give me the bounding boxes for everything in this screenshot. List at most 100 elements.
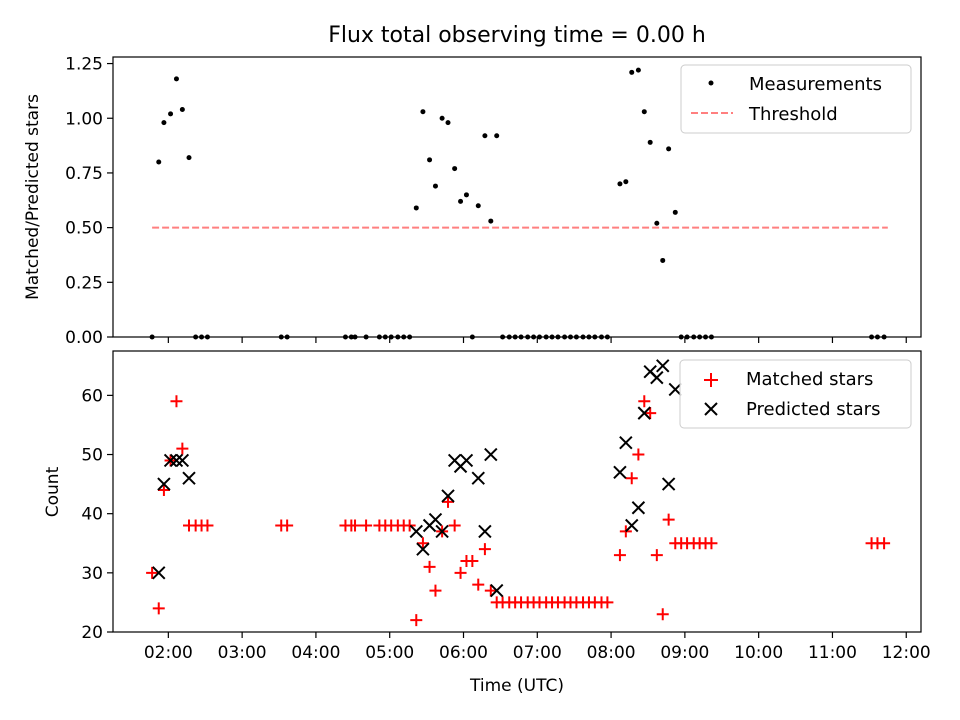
measurement-point bbox=[458, 198, 464, 204]
measurement-point bbox=[168, 111, 174, 117]
matched-star-point bbox=[152, 602, 165, 615]
measurement-point bbox=[482, 133, 488, 139]
measurement-point bbox=[629, 69, 635, 75]
measurement-point bbox=[463, 192, 469, 198]
measurement-point bbox=[635, 67, 641, 73]
measurement-point bbox=[179, 107, 185, 112]
y-tick-label: 1.25 bbox=[65, 55, 103, 75]
y-tick-label: 20 bbox=[81, 623, 103, 643]
predicted-star-point bbox=[471, 471, 485, 485]
matched-star-point bbox=[442, 495, 455, 508]
y-tick-label: 40 bbox=[81, 505, 103, 525]
matched-star-point bbox=[878, 537, 891, 550]
measurement-point bbox=[647, 139, 653, 145]
legend-plus-marker bbox=[704, 373, 718, 387]
legend-label-matched-stars: Matched stars bbox=[746, 369, 873, 390]
matched-star-point bbox=[448, 519, 461, 532]
x-tick-label: 12:00 bbox=[882, 643, 931, 663]
x-tick-label: 07:00 bbox=[513, 643, 562, 663]
matched-star-point bbox=[416, 537, 429, 550]
measurement-point bbox=[623, 179, 629, 185]
y-tick-label: 0.25 bbox=[65, 273, 103, 293]
y-axis-label: Matched/Predicted stars bbox=[23, 94, 43, 300]
legend-dot-marker bbox=[708, 80, 714, 86]
y-tick-label: 0.50 bbox=[65, 219, 103, 239]
legend-x-marker bbox=[704, 402, 718, 416]
matched-star-point bbox=[656, 608, 669, 621]
matched-star-point bbox=[170, 395, 183, 408]
measurement-point bbox=[186, 155, 192, 161]
matched-star-point bbox=[650, 549, 663, 562]
matched-star-point bbox=[705, 537, 718, 550]
predicted-star-point bbox=[650, 370, 664, 385]
predicted-star-point bbox=[661, 477, 676, 491]
x-tick-label: 04:00 bbox=[291, 643, 340, 663]
measurement-point bbox=[156, 159, 162, 165]
measurement-point bbox=[413, 205, 419, 211]
predicted-star-point bbox=[416, 542, 430, 556]
measurement-point bbox=[445, 120, 451, 126]
matched-star-point bbox=[429, 584, 442, 597]
measurement-point bbox=[452, 166, 458, 172]
legend-box bbox=[680, 64, 912, 134]
matched-star-point bbox=[360, 519, 373, 532]
legend: Matched stars Predicted stars bbox=[679, 359, 912, 429]
measurement-point bbox=[475, 203, 481, 209]
y-axis-ticks: 20 30 40 50 60 bbox=[81, 386, 113, 643]
measurement-point bbox=[432, 183, 438, 189]
predicted-star-point bbox=[441, 489, 455, 503]
matched-star-point bbox=[638, 395, 651, 408]
count-panel: Count Time (UTC) 20 30 40 50 60 02:00 03:00 04… bbox=[43, 350, 931, 696]
measurement-point bbox=[617, 181, 623, 187]
predicted-star-point bbox=[169, 453, 184, 468]
plot-area bbox=[146, 359, 891, 627]
x-axis-label: Time (UTC) bbox=[469, 676, 564, 696]
measurement-point bbox=[439, 115, 445, 121]
legend: Measurements Threshold bbox=[680, 64, 912, 134]
x-tick-label: 09:00 bbox=[660, 643, 709, 663]
measurement-point bbox=[173, 76, 179, 82]
x-tick-label: 11:00 bbox=[808, 643, 857, 663]
predicted-star-point bbox=[163, 453, 178, 468]
x-tick-label: 08:00 bbox=[587, 643, 636, 663]
measurement-point bbox=[672, 209, 678, 215]
predicted-star-point bbox=[625, 518, 639, 533]
matched-star-point bbox=[613, 549, 626, 562]
predicted-star-point bbox=[478, 524, 492, 539]
predicted-star-point bbox=[613, 465, 627, 479]
x-tick-label: 06:00 bbox=[439, 643, 488, 663]
measurement-point bbox=[420, 109, 426, 115]
y-tick-label: 1.00 bbox=[65, 109, 103, 129]
predicted-star-point bbox=[157, 477, 171, 491]
legend-label-measurements: Measurements bbox=[749, 74, 882, 95]
matched-star-point bbox=[484, 584, 497, 597]
predicted-star-point bbox=[175, 453, 190, 468]
y-tick-label: 30 bbox=[81, 564, 103, 584]
matched-star-point bbox=[466, 555, 479, 568]
measurement-point bbox=[654, 220, 660, 226]
predicted-star-point bbox=[490, 583, 504, 598]
axes-frame bbox=[112, 350, 922, 633]
chart-title: Flux total observing time = 0.00 h bbox=[328, 23, 706, 48]
matched-star-point bbox=[644, 407, 657, 420]
predicted-star-point bbox=[631, 501, 646, 515]
y-tick-label: 0.75 bbox=[65, 164, 103, 184]
matched-star-point bbox=[625, 472, 638, 485]
y-axis-ticks: 0.00 0.25 0.50 0.75 1.00 1.25 bbox=[65, 55, 113, 348]
predicted-star-point bbox=[484, 447, 498, 462]
y-axis-label: Count bbox=[43, 466, 63, 517]
matched-star-point bbox=[472, 578, 485, 591]
x-axis-ticks: 02:00 03:00 04:00 05:00 06:00 07:00 08:00 09:00… bbox=[144, 632, 931, 663]
predicted-star-point bbox=[152, 566, 166, 580]
matched-star-point bbox=[662, 513, 675, 526]
measurement-point bbox=[161, 120, 167, 126]
predicted-star-point bbox=[428, 512, 443, 527]
matched-star-point bbox=[349, 519, 362, 532]
measurement-point bbox=[660, 257, 666, 263]
matched-star-point bbox=[601, 596, 614, 609]
measurement-point bbox=[427, 157, 433, 163]
matched-star-point bbox=[146, 566, 159, 579]
matched-star-point bbox=[157, 484, 170, 497]
y-tick-label: 60 bbox=[81, 386, 103, 406]
